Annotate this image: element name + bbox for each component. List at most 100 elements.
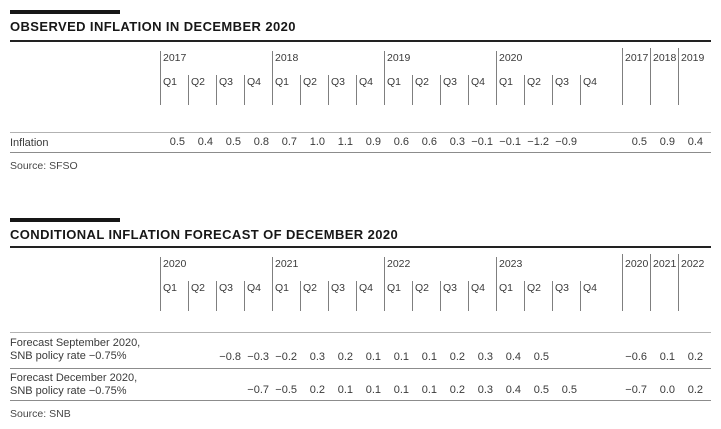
column-divider-line <box>580 281 581 311</box>
annual-year-label: 2018 <box>653 52 677 64</box>
row-border <box>10 400 711 401</box>
cell-value: 0.8 <box>253 136 269 148</box>
column-divider-line <box>552 75 553 105</box>
column-divider-line <box>580 75 581 105</box>
cell-value: 0.2 <box>449 351 465 363</box>
column-divider-line <box>622 48 623 105</box>
title-rule <box>10 246 711 248</box>
cell-value: 0.9 <box>659 136 675 148</box>
quarter-label: Q4 <box>359 282 374 294</box>
quarter-label: Q2 <box>527 76 542 88</box>
cell-value: 0.5 <box>533 384 549 396</box>
row-label: Inflation <box>10 137 49 149</box>
column-divider-line <box>384 51 385 105</box>
column-divider-line <box>678 254 679 311</box>
cell-value: 0.5 <box>225 136 241 148</box>
column-divider-line <box>244 281 245 311</box>
cell-value: −0.2 <box>275 351 297 363</box>
quarter-label: Q4 <box>583 76 598 88</box>
column-divider-line <box>678 48 679 105</box>
cell-value: 0.3 <box>477 351 493 363</box>
column-divider-line <box>384 257 385 311</box>
annual-year-label: 2019 <box>681 52 705 64</box>
column-divider-line <box>440 75 441 105</box>
quarter-label: Q1 <box>387 282 402 294</box>
column-divider-line <box>356 281 357 311</box>
cell-value: 0.0 <box>659 384 675 396</box>
column-divider-line <box>496 257 497 311</box>
cell-value: 0.9 <box>365 136 381 148</box>
annual-year-label: 2022 <box>681 258 705 270</box>
cell-value: 0.3 <box>449 136 465 148</box>
annual-year-label: 2021 <box>653 258 677 270</box>
quarter-label: Q1 <box>499 76 514 88</box>
column-divider-line <box>300 281 301 311</box>
quarter-label: Q4 <box>359 76 374 88</box>
quarter-label: Q2 <box>303 282 318 294</box>
quarter-label: Q1 <box>275 282 290 294</box>
row-label-line2: SNB policy rate −0.75% <box>10 385 127 397</box>
row-label-line2: SNB policy rate −0.75% <box>10 350 127 362</box>
table2-title: CONDITIONAL INFLATION FORECAST OF DECEMB… <box>10 227 399 242</box>
cell-value: 1.1 <box>337 136 353 148</box>
year-label: 2021 <box>275 258 299 270</box>
row-border <box>10 368 711 369</box>
row-label-line1: Forecast December 2020, <box>10 372 138 384</box>
title-rule <box>10 40 711 42</box>
column-divider-line <box>216 281 217 311</box>
column-divider-line <box>244 75 245 105</box>
column-divider-line <box>160 51 161 105</box>
cell-value: 0.2 <box>337 351 353 363</box>
cell-value: 0.1 <box>393 351 409 363</box>
quarter-label: Q3 <box>443 76 458 88</box>
quarter-label: Q3 <box>555 282 570 294</box>
row-border <box>10 332 711 333</box>
annual-year-label: 2017 <box>625 52 649 64</box>
column-divider-line <box>300 75 301 105</box>
cell-value: 0.1 <box>393 384 409 396</box>
column-divider-line <box>650 48 651 105</box>
quarter-label: Q3 <box>555 76 570 88</box>
row-border <box>10 152 711 153</box>
column-divider-line <box>496 51 497 105</box>
quarter-label: Q2 <box>527 282 542 294</box>
cell-value: 0.2 <box>309 384 325 396</box>
cell-value: 0.5 <box>561 384 577 396</box>
row-border <box>10 132 711 133</box>
cell-value: 0.3 <box>477 384 493 396</box>
quarter-label: Q4 <box>247 76 262 88</box>
year-label: 2022 <box>387 258 411 270</box>
cell-value: 0.5 <box>169 136 185 148</box>
column-divider-line <box>622 254 623 311</box>
quarter-label: Q4 <box>471 76 486 88</box>
quarter-label: Q3 <box>331 282 346 294</box>
quarter-label: Q3 <box>443 282 458 294</box>
cell-value: 0.4 <box>505 351 521 363</box>
cell-value: 0.1 <box>337 384 353 396</box>
row-label-line1: Forecast September 2020, <box>10 337 141 349</box>
cell-value: 0.2 <box>449 384 465 396</box>
year-label: 2020 <box>163 258 187 270</box>
column-divider-line <box>524 281 525 311</box>
cell-value: 0.1 <box>421 351 437 363</box>
cell-value: 0.7 <box>281 136 297 148</box>
column-divider-line <box>468 75 469 105</box>
cell-value: −1.2 <box>527 136 549 148</box>
cell-value: 0.6 <box>421 136 437 148</box>
cell-value: 0.1 <box>365 384 381 396</box>
year-label: 2023 <box>499 258 523 270</box>
column-divider-line <box>356 75 357 105</box>
quarter-label: Q1 <box>499 282 514 294</box>
cell-value: −0.3 <box>247 351 269 363</box>
row-label: Forecast September 2020, SNB policy rate… <box>10 337 140 363</box>
cell-value: −0.8 <box>219 351 241 363</box>
table1-title: OBSERVED INFLATION IN DECEMBER 2020 <box>10 19 296 34</box>
quarter-label: Q1 <box>275 76 290 88</box>
quarter-label: Q3 <box>219 76 234 88</box>
cell-value: 0.5 <box>533 351 549 363</box>
cell-value: −0.1 <box>471 136 493 148</box>
cell-value: −0.7 <box>625 384 647 396</box>
quarter-label: Q2 <box>415 76 430 88</box>
